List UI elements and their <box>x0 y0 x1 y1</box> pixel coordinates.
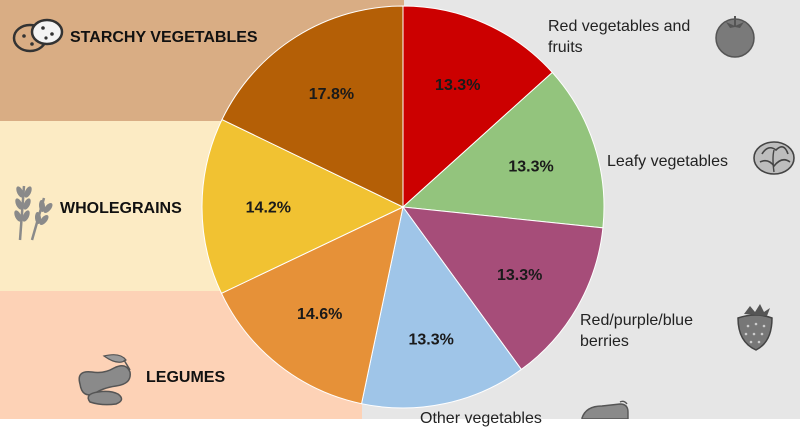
label-leafy-vegetables: Leafy vegetables <box>607 153 728 170</box>
label-wholegrains: WHOLEGRAINS <box>60 200 182 217</box>
label-berries-line1: Red/purple/blue <box>580 312 693 329</box>
slice-value-label-0: 13.3% <box>435 77 480 94</box>
slice-value-label-4: 14.6% <box>297 306 342 323</box>
beans-icon <box>78 354 131 406</box>
label-berries-line2: berries <box>580 333 629 350</box>
strawberry-icon <box>737 304 773 351</box>
label-berries: Red/purple/blue berries <box>580 310 693 352</box>
pie-slice-0 <box>402 5 554 209</box>
potato-icon <box>12 18 64 53</box>
pie-slice-5 <box>201 118 405 294</box>
label-red-vegetables-line1: Red vegetables and <box>548 18 691 35</box>
label-red-vegetables-line2: fruits <box>548 39 583 56</box>
slice-value-label-3: 13.3% <box>409 332 454 349</box>
pie-chart: 13.3% 13.3% 13.3% 13.3% 14.6% 14.2% 17.8% <box>201 5 605 409</box>
eggplant-icon <box>581 400 629 419</box>
cabbage-icon <box>753 141 795 175</box>
pie-slice-3 <box>360 205 523 409</box>
slice-value-label-2: 13.3% <box>497 267 542 284</box>
label-starchy-vegetables: STARCHY VEGETABLES <box>70 29 258 46</box>
pie-slice-2 <box>401 206 604 371</box>
pie-slice-1 <box>401 71 605 229</box>
wheat-icon <box>14 185 53 241</box>
slice-value-label-5: 14.2% <box>246 200 291 217</box>
label-red-vegetables: Red vegetables and fruits <box>548 16 690 58</box>
slice-value-label-6: 17.8% <box>309 86 354 103</box>
label-legumes: LEGUMES <box>146 369 226 386</box>
pie-slice-6 <box>221 5 404 208</box>
tomato-icon <box>715 16 755 58</box>
slice-value-label-1: 13.3% <box>508 158 553 175</box>
pie-slice-4 <box>220 206 404 405</box>
